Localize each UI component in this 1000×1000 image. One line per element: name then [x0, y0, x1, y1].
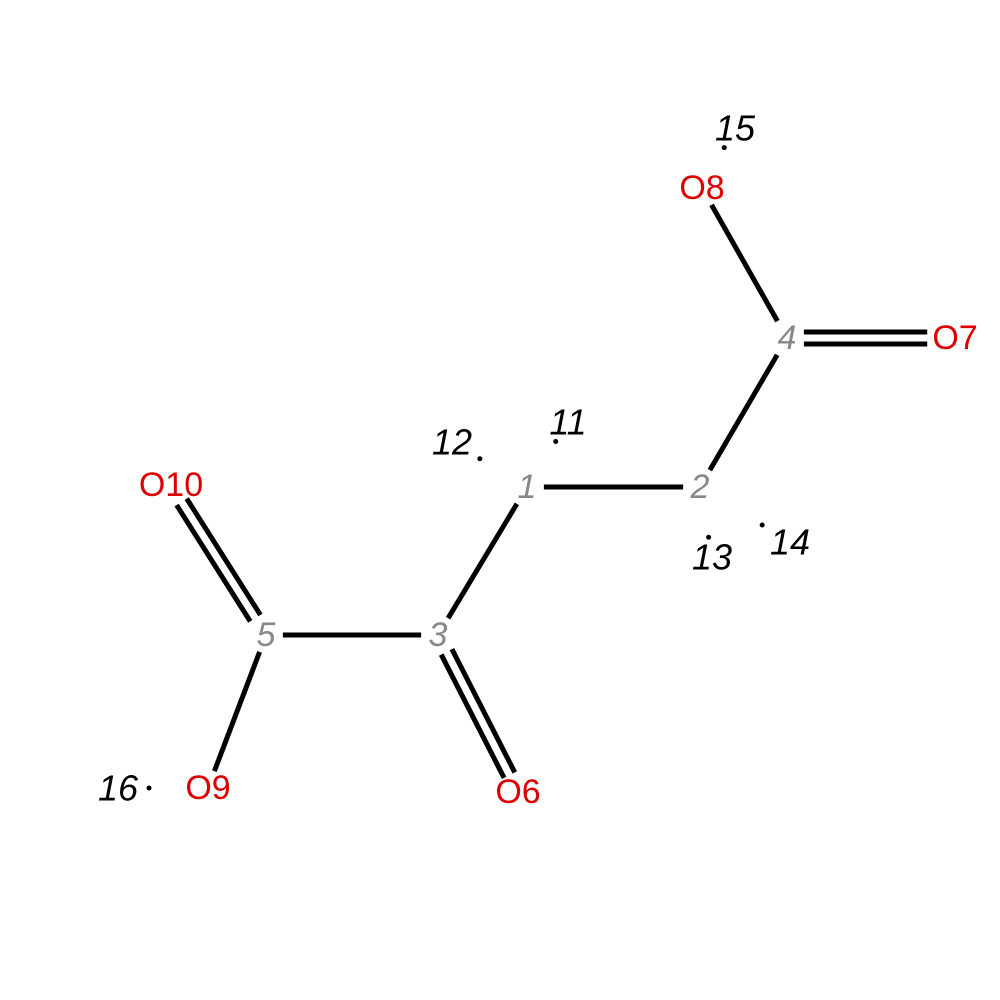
double-bond	[187, 499, 261, 615]
single-bond	[448, 504, 517, 618]
atom-label-a4: 4	[778, 319, 797, 357]
double-bond	[441, 655, 504, 778]
atom-label-h16: 16	[98, 768, 139, 809]
single-bond	[214, 652, 259, 771]
atom-label-h15: 15	[715, 108, 756, 149]
atom-label-a2: 2	[690, 468, 710, 506]
atom-label-a5: 5	[257, 616, 276, 654]
atom-label-a3: 3	[429, 616, 448, 654]
atom-label-h12: 12	[432, 422, 472, 463]
atom-label-o10: O10	[139, 466, 203, 504]
atom-label-h11: 11	[549, 402, 586, 443]
single-bond	[710, 355, 777, 470]
double-bond	[452, 649, 515, 772]
atom-label-o7: O7	[932, 319, 977, 357]
atom-label-h13: 13	[692, 537, 732, 578]
atoms-layer: 12345O6O7O8O9O10111213141516	[98, 108, 978, 812]
double-bond	[177, 505, 251, 621]
atom-label-o8: O8	[679, 169, 724, 207]
atom-label-h14: 14	[770, 522, 810, 563]
h-bond-dot	[147, 786, 152, 791]
atom-label-a1: 1	[518, 468, 537, 506]
bonds-layer	[147, 145, 928, 790]
single-bond	[712, 205, 778, 321]
atom-label-o9: O9	[185, 769, 230, 807]
molecule-diagram: 12345O6O7O8O9O10111213141516	[0, 0, 1000, 1000]
h-bond-dot	[477, 456, 482, 461]
h-bond-dot	[760, 522, 765, 527]
atom-label-o6: O6	[495, 773, 540, 811]
